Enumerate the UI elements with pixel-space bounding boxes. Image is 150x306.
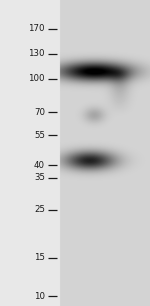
Bar xyxy=(60,0,150,306)
Text: 35: 35 xyxy=(34,173,45,182)
Text: 170: 170 xyxy=(28,24,45,33)
Text: 100: 100 xyxy=(28,74,45,83)
Text: 130: 130 xyxy=(28,49,45,58)
Text: 25: 25 xyxy=(34,205,45,214)
Text: 40: 40 xyxy=(34,161,45,170)
Text: 70: 70 xyxy=(34,108,45,117)
Text: 15: 15 xyxy=(34,253,45,262)
Text: 10: 10 xyxy=(34,292,45,300)
Text: 55: 55 xyxy=(34,131,45,140)
